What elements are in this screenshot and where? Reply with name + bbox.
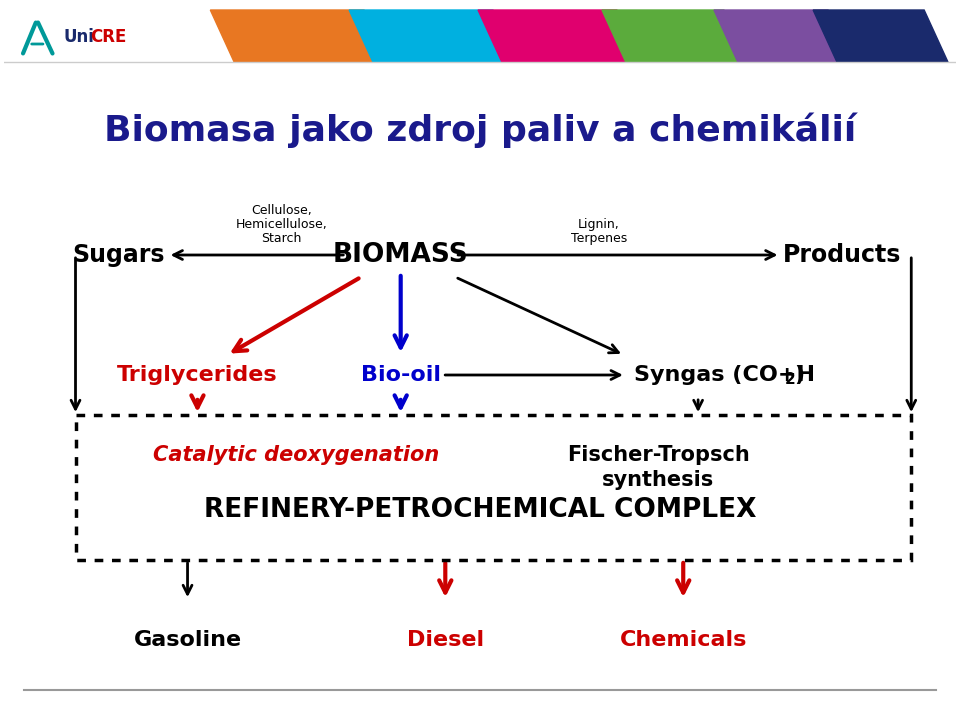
Polygon shape xyxy=(714,10,852,62)
Text: Starch: Starch xyxy=(261,232,301,245)
Text: Cellulose,: Cellulose, xyxy=(252,204,312,217)
Text: Syngas (CO+H: Syngas (CO+H xyxy=(634,365,815,385)
Polygon shape xyxy=(602,10,748,62)
Text: Uni: Uni xyxy=(63,28,94,46)
Text: Products: Products xyxy=(782,243,901,267)
Text: BIOMASS: BIOMASS xyxy=(333,242,468,268)
Text: Catalytic deoxygenation: Catalytic deoxygenation xyxy=(154,445,440,465)
Text: Hemicellulose,: Hemicellulose, xyxy=(236,218,327,231)
Text: Sugars: Sugars xyxy=(72,243,164,267)
Text: CRE: CRE xyxy=(90,28,127,46)
Text: Triglycerides: Triglycerides xyxy=(117,365,277,385)
Text: Lignin,: Lignin, xyxy=(578,218,620,231)
Text: Terpenes: Terpenes xyxy=(571,232,627,245)
Bar xyxy=(76,415,911,560)
Text: Diesel: Diesel xyxy=(407,630,484,650)
Text: ): ) xyxy=(794,365,804,385)
Text: synthesis: synthesis xyxy=(602,470,714,490)
Text: Gasoline: Gasoline xyxy=(133,630,242,650)
Text: 2: 2 xyxy=(784,373,795,388)
Text: REFINERY-PETROCHEMICAL COMPLEX: REFINERY-PETROCHEMICAL COMPLEX xyxy=(204,497,756,523)
Polygon shape xyxy=(813,10,948,62)
Polygon shape xyxy=(349,10,516,62)
Polygon shape xyxy=(210,10,388,62)
Text: Chemicals: Chemicals xyxy=(619,630,747,650)
Text: Bio-oil: Bio-oil xyxy=(361,365,441,385)
Text: Biomasa jako zdroj paliv a chemikálií: Biomasa jako zdroj paliv a chemikálií xyxy=(104,112,856,148)
Polygon shape xyxy=(478,10,640,62)
Text: Fischer-Tropsch: Fischer-Tropsch xyxy=(567,445,750,465)
